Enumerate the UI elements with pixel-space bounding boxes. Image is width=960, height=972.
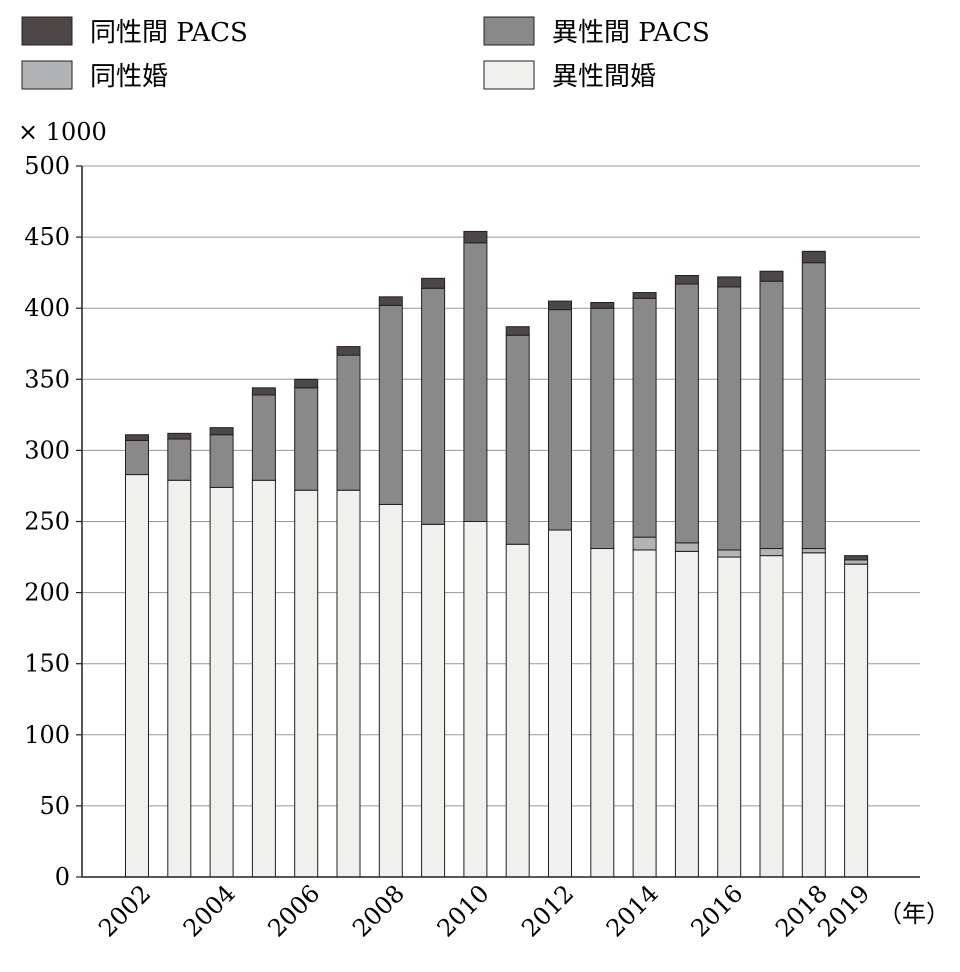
bar-segment: [463, 230, 488, 244]
bar-segment: [421, 287, 446, 525]
y-axis-ticks: 0 50 100 150 200 250 300 350 400 450 500: [24, 152, 82, 891]
bar-segment: [801, 250, 826, 264]
bar-segment: [844, 563, 869, 878]
bar-segment: [759, 280, 784, 550]
x-tick-label: 2014: [601, 879, 664, 942]
y-tick-label: 450: [24, 223, 70, 251]
x-axis-unit-label: （年）: [878, 900, 950, 928]
bar-segment: [336, 354, 361, 491]
bar-segment: [125, 434, 149, 441]
bar-segment: [463, 521, 488, 878]
bar-segment: [251, 387, 276, 396]
bar-segment: [674, 283, 699, 544]
bar-segment: [548, 529, 572, 878]
bar-segment: [209, 427, 234, 436]
bar-segment: [209, 434, 234, 488]
bars: [125, 230, 869, 878]
bar-segment: [505, 543, 530, 878]
bar-segment: [674, 274, 699, 285]
bar-segment: [251, 394, 276, 481]
bar-segment: [463, 242, 488, 522]
bar-segment: [378, 503, 403, 878]
legend-label: 異性間婚: [552, 62, 656, 92]
y-tick-label: 250: [24, 508, 70, 536]
y-tick-label: 300: [24, 436, 70, 464]
bar-segment: [801, 548, 826, 554]
bar-segment: [336, 489, 361, 878]
bar-segment: [125, 474, 149, 878]
y-tick-label: 100: [24, 721, 70, 749]
x-tick-label: 2008: [347, 879, 410, 942]
y-tick-label: 400: [24, 294, 70, 322]
bar-segment: [717, 286, 742, 551]
gridlines: [82, 165, 920, 807]
y-tick-label: 150: [24, 650, 70, 678]
bar-segment: [294, 489, 319, 878]
bar-segment: [421, 523, 446, 878]
bar-segment: [505, 334, 530, 545]
y-tick-label: 350: [24, 365, 70, 393]
y-tick-label: 200: [24, 579, 70, 607]
legend-swatch: [483, 16, 535, 46]
x-tick-label: 2004: [178, 879, 241, 942]
bar-segment: [548, 309, 572, 531]
bar-segment: [674, 550, 699, 878]
bar-segment: [209, 486, 234, 878]
bar-segment: [421, 277, 446, 289]
x-tick-label: 2012: [516, 879, 579, 942]
bar-segment: [632, 292, 657, 299]
bar-segment: [590, 302, 615, 309]
bar-segment: [717, 276, 742, 288]
legend-swatch: [483, 60, 535, 90]
x-tick-label: 2002: [93, 879, 156, 942]
legend-label: 同性間 PACS: [90, 18, 248, 48]
bar-segment: [801, 262, 826, 550]
bar-segment: [844, 555, 869, 561]
y-tick-label: 50: [39, 792, 70, 820]
y-tick-label: 0: [55, 863, 70, 891]
bar-segment: [590, 548, 615, 878]
legend-label: 同性婚: [90, 62, 168, 92]
legend-swatch: [21, 16, 73, 46]
bar-segment: [251, 479, 276, 878]
legend-swatch: [21, 60, 73, 90]
bar-segment: [378, 304, 403, 505]
bar-segment: [759, 548, 784, 557]
bar-segment: [632, 536, 657, 551]
bar-segment: [125, 439, 149, 476]
bar-segment: [167, 438, 192, 481]
bar-segment: [167, 432, 192, 440]
bar-segment: [759, 270, 784, 282]
x-tick-label: 2016: [685, 879, 748, 942]
bar-segment: [674, 542, 699, 552]
bar-segment: [844, 559, 869, 565]
bar-segment: [294, 378, 319, 389]
bar-segment: [548, 300, 572, 311]
bar-segment: [717, 556, 742, 878]
bar-segment: [378, 296, 403, 306]
bar-segment: [632, 297, 657, 538]
bar-segment: [801, 552, 826, 878]
y-tick-label: 500: [24, 152, 70, 180]
x-tick-label: 2010: [432, 879, 495, 942]
bar-segment: [632, 549, 657, 878]
y-axis-unit-label: × 1000: [18, 118, 107, 146]
bar-segment: [505, 326, 530, 336]
bar-segment: [294, 387, 319, 491]
bar-segment: [590, 307, 615, 550]
bar-segment: [336, 346, 361, 356]
bar-segment: [717, 549, 742, 558]
x-tick-label: 2006: [262, 879, 325, 942]
legend-label: 異性間 PACS: [552, 18, 710, 48]
bar-segment: [167, 479, 192, 878]
bar-segment: [759, 555, 784, 878]
legend: 同性間 PACS 異性間 PACS 同性婚 異性間婚: [21, 16, 710, 92]
